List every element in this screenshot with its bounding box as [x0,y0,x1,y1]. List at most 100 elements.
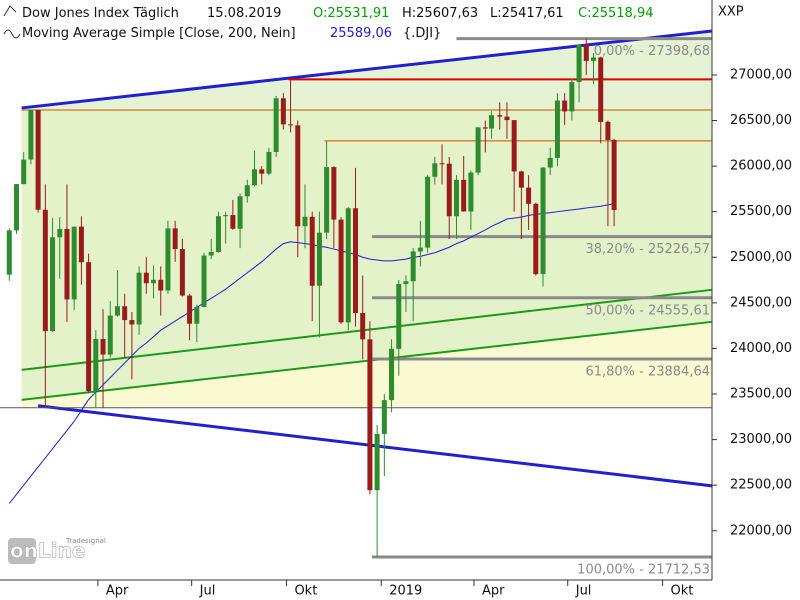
date: 15.08.2019 [207,6,281,21]
candle-body [488,115,494,129]
candle-body [576,44,582,83]
candle-body [611,139,617,210]
candle-body [295,125,301,227]
candle-body [374,433,380,491]
candle-body [540,167,546,275]
candle-body [475,127,481,173]
corner-label: XXP [718,5,744,20]
icon [3,5,17,17]
header: Dow Jones Index Täglich 15.08.2019 O:25531… [3,5,744,41]
candle-body [280,98,286,125]
channel-fill [21,30,713,400]
fib-label: 100,00% - 21712,53 [577,562,710,577]
candle-body [511,120,517,172]
candle-body [237,196,243,229]
candle-body [172,228,178,250]
candle-body [71,226,77,300]
x-tick-label: Jul [199,584,216,599]
candle-body [453,179,459,217]
candle-body [187,295,193,324]
candle-body [93,339,99,392]
candle-body [114,306,120,316]
title: Dow Jones Index Täglich [22,6,179,21]
candle-body [591,57,597,61]
candle-body [122,306,128,321]
chart-title: Dow Jones Index Täglich 15.08.2019 O:25531… [22,6,654,21]
y-tick-label: 25500,00 [730,204,792,219]
candle-body [6,230,12,275]
candle-body [352,208,358,313]
indicator-value: 25589,06 [330,26,392,41]
high: H:25607,63 [402,6,478,21]
candle-body [28,109,34,160]
candle-body [533,203,539,275]
x-tick-label: Jul [575,584,592,599]
y-tick-label: 24000,00 [730,341,792,356]
candle-body [78,226,84,263]
logo: onLine Tradesignal [8,537,106,564]
candle-body [309,216,315,286]
indicator-legend: Moving Average Simple [Close, 200, Nein]… [22,26,441,41]
x-tick-label: Apr [106,584,129,599]
x-tick-label: Okt [671,584,694,599]
candle-body [259,169,265,174]
candle-body [518,171,524,188]
candle-body [345,208,351,323]
candle-body [338,219,344,323]
candle-body [583,44,589,61]
candle-body [367,339,373,491]
candle-body [504,116,510,121]
candle-body [461,179,467,212]
y-tick-label: 22000,00 [730,523,792,538]
trend-line [21,288,713,371]
candle-body [194,306,200,324]
trend-line [21,320,713,401]
fib-label: 38,20% - 25226,57 [585,242,710,257]
candle-body [331,167,337,220]
candle-body [35,109,41,210]
candle-body [360,312,366,340]
candle-body [201,255,207,307]
candle-body [446,163,452,217]
y-tick-label: 27000,00 [730,67,792,82]
candle-body [381,400,387,434]
y-tick-label: 22500,00 [730,478,792,493]
indicator-name: Moving Average Simple [Close, 200, Nein] [22,26,296,41]
candle-body [562,100,568,112]
candle-body [179,249,185,296]
candle-body [21,159,27,185]
y-tick-label: 23000,00 [730,432,792,447]
candle-body [244,185,250,197]
trend-line [21,29,713,110]
candle-body [223,215,229,217]
candle-body [273,98,279,152]
y-tick-label: 23500,00 [730,387,792,402]
x-tick-label: 2019 [389,584,422,599]
candle-body [598,57,604,122]
fib-label: 61,80% - 23884,64 [585,364,710,379]
candle-body [417,247,423,252]
candle-body [57,229,63,238]
candle-body [439,163,445,165]
x-tick-label: Okt [294,584,317,599]
candle-body [403,281,409,285]
x-tick-label: Apr [482,584,505,599]
candle-body [497,115,503,117]
y-tick-label: 24500,00 [730,295,792,310]
candle-body [389,348,395,401]
candle-body [107,315,113,355]
candle-body [324,167,330,233]
candle-body [432,163,438,177]
y-tick-label: 26500,00 [730,113,792,128]
candle-body [13,184,19,231]
candle-body [86,262,92,392]
candle-body [215,216,221,252]
fib-label: 50,00% - 24555,61 [585,303,710,318]
logo-text: onLine [10,539,85,563]
candle-body [42,209,48,332]
candle-body [569,82,575,112]
low: L:25417,61 [490,6,564,21]
logo-sub: Tradesignal [65,537,106,545]
candle-body [136,272,142,325]
